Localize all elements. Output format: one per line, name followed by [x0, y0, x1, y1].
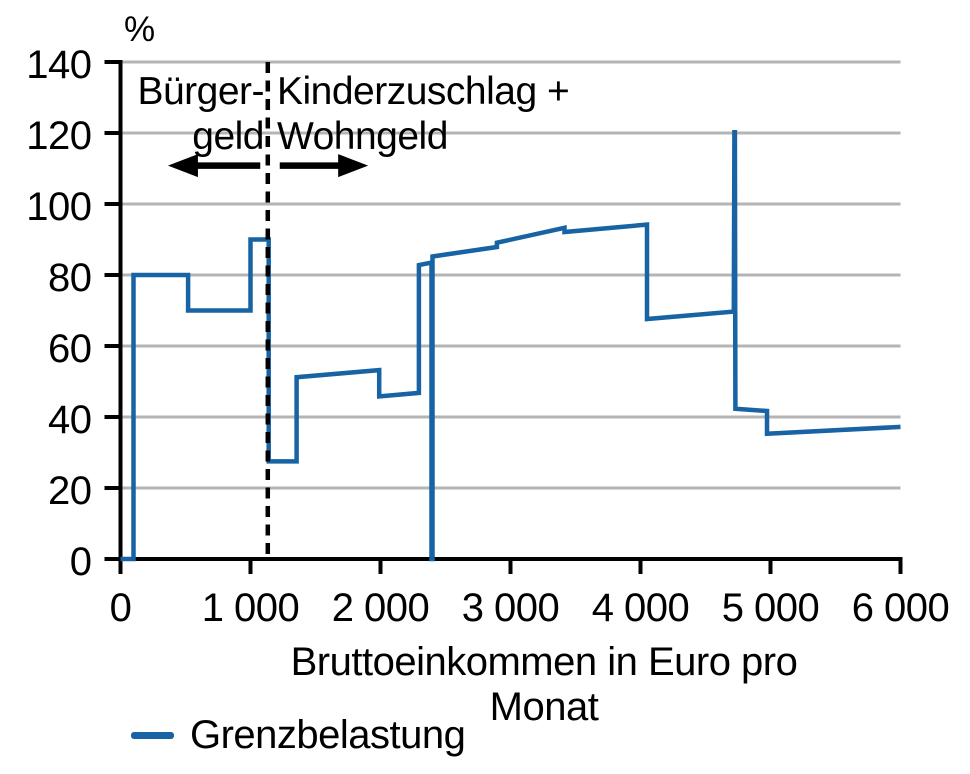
x-tick-label-0: 0 — [110, 586, 132, 630]
y-tick-label-140: 140 — [26, 43, 91, 87]
series-line-grenzbelastung — [120, 130, 901, 562]
annotation-buergergeld: Bürger- geld — [0, 69, 264, 159]
x-tick-label-3000: 3 000 — [462, 586, 560, 630]
x-tick-label-2000: 2 000 — [332, 586, 430, 630]
y-tick-label-120: 120 — [26, 114, 91, 158]
annotation-buergergeld-line1: Bürger- — [137, 70, 264, 113]
y-tick-label-0: 0 — [70, 540, 92, 584]
x-tick-label-1000: 1 000 — [202, 586, 300, 630]
y-tick-label-100: 100 — [26, 185, 91, 229]
legend-label: Grenzbelastung — [190, 712, 466, 757]
y-axis-unit-label: % — [124, 10, 156, 49]
left-arrow-head-icon — [167, 154, 198, 178]
y-tick-label-40: 40 — [48, 398, 92, 442]
x-tick-label-4000: 4 000 — [592, 586, 690, 630]
legend: Grenzbelastung — [131, 710, 466, 760]
annotation-kinderzuschlag-line1: Kinderzuschlag + — [277, 70, 570, 113]
x-axis-title: Bruttoeinkommen in Euro pro Monat — [290, 640, 798, 729]
annotation-kinderzuschlag-line2: Wohngeld — [277, 115, 448, 158]
y-tick-label-60: 60 — [48, 327, 92, 371]
annotation-buergergeld-line2: geld — [192, 115, 264, 158]
x-tick-label-6000: 6 000 — [852, 586, 950, 630]
legend-line-swatch — [131, 731, 174, 739]
y-tick-label-80: 80 — [48, 256, 92, 300]
y-tick-label-20: 20 — [48, 469, 92, 513]
right-arrow-head-icon — [338, 154, 369, 178]
x-tick-label-5000: 5 000 — [722, 586, 820, 630]
annotation-kinderzuschlag-wohngeld: Kinderzuschlag + Wohngeld — [277, 69, 697, 159]
